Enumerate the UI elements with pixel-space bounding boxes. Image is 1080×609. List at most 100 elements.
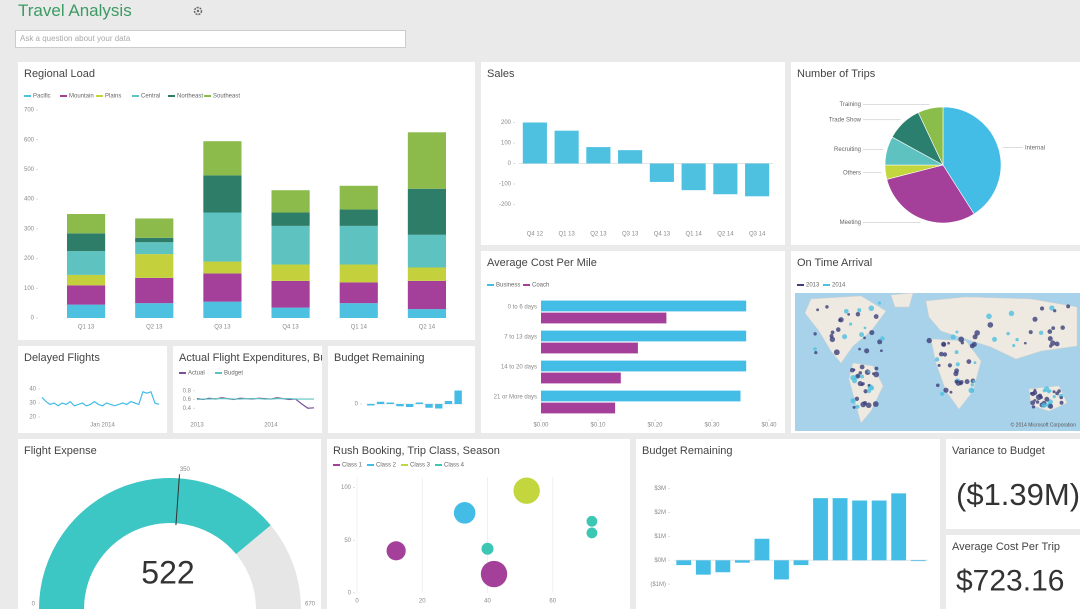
- y-tick-label: -200: [499, 202, 512, 208]
- y-tick-label: 100: [341, 485, 352, 491]
- bar: [695, 560, 711, 575]
- map-dot: [829, 333, 834, 338]
- tile[interactable]: Delayed Flights 20 30 40 Jan 2014: [18, 346, 167, 433]
- bar-segment: [135, 218, 174, 238]
- x-tick-label: Q1 13: [78, 325, 95, 331]
- bar: [376, 401, 385, 404]
- map-dot: [867, 383, 871, 387]
- settings-icon[interactable]: [192, 5, 204, 17]
- map-dot: [863, 326, 867, 330]
- bar: [676, 560, 692, 566]
- x-tick-label: Q2 14: [717, 232, 734, 238]
- dashboard-title: Travel Analysis: [18, 1, 132, 20]
- bar: [871, 500, 887, 561]
- tile-title: Flight Expense: [24, 445, 97, 457]
- line: [41, 391, 160, 407]
- map-dot: [1030, 400, 1036, 406]
- map-dot: [830, 330, 835, 335]
- legend-label: Northeast: [177, 94, 203, 100]
- bar: [522, 122, 547, 164]
- map-dot: [835, 327, 841, 332]
- map-dot: [959, 379, 964, 385]
- tile[interactable]: Flight Expense 350 0 670 522: [18, 439, 321, 609]
- card-value: ($1.39M): [956, 477, 1080, 512]
- bar: [386, 402, 394, 404]
- bubble: [481, 542, 494, 555]
- map-dot: [1012, 343, 1016, 348]
- bar-segment: [135, 303, 174, 318]
- map-dot: [947, 341, 950, 345]
- map-dot: [1039, 306, 1045, 311]
- tile[interactable]: Average Cost Per Mile Business Coach $0.00 $…: [481, 251, 785, 433]
- tile-title: Variance to Budget: [952, 445, 1045, 457]
- gauge-target: [175, 474, 180, 526]
- map-dot: [955, 362, 960, 367]
- map-dot: [950, 334, 956, 340]
- map-dot: [966, 359, 972, 364]
- bar: [415, 402, 424, 404]
- tile-title: Number of Trips: [797, 68, 876, 80]
- legend-swatch: [60, 95, 67, 97]
- tile[interactable]: Sales -200 -100 0 100 200 Q4 12 Q1 13 Q2 13 Q3 13…: [481, 62, 785, 245]
- map-land: [890, 292, 914, 308]
- tile[interactable]: Rush Booking, Trip Class, Season Class 1 C…: [327, 439, 630, 609]
- tile[interactable]: Number of Trips Internal Meeting Others Recr…: [791, 62, 1080, 245]
- y-tick-label: -100: [499, 182, 512, 188]
- bar: [813, 498, 828, 561]
- map-dot: [865, 402, 872, 409]
- slice-label: Meeting: [840, 220, 861, 226]
- map-dot: [974, 330, 980, 336]
- map-dot: [833, 349, 840, 356]
- tile[interactable]: Variance to Budget ($1.39M): [946, 439, 1080, 529]
- bubble: [586, 515, 598, 527]
- map-dot: [1053, 309, 1057, 313]
- bar-segment: [271, 225, 310, 265]
- legend-label: Class 2: [376, 463, 397, 469]
- map-attribution: © 2014 Microsoft Corporation: [1011, 421, 1077, 428]
- map-dot: [1050, 340, 1056, 346]
- legend-swatch: [132, 95, 139, 97]
- tile-canvas: Budget Remaining 0: [334, 352, 463, 409]
- map-dot: [943, 387, 949, 393]
- map-dot: [934, 357, 940, 362]
- tile-title: On Time Arrival: [797, 257, 872, 269]
- map-dot: [970, 388, 974, 392]
- map-dot: [829, 336, 836, 343]
- map-dot: [872, 401, 879, 407]
- tile-canvas: Average Cost Per Mile Business Coach $0.00 $…: [487, 257, 777, 429]
- map-dot: [1059, 400, 1064, 405]
- y-tick-label: $0M: [654, 558, 666, 564]
- search-box[interactable]: Ask a question about your data: [15, 30, 406, 48]
- map-dot: [863, 389, 868, 394]
- bar: [541, 342, 638, 354]
- tile-title: Actual Flight Expenditures, Bu...: [179, 352, 322, 364]
- tile[interactable]: Regional Load Pacific Mountain Plains Centra…: [18, 62, 475, 340]
- tile-canvas: On Time Arrival 2013 2014 © 2014 Microsoft …: [795, 257, 1080, 431]
- map-dot: [937, 363, 941, 367]
- map-dot: [1066, 304, 1071, 309]
- y-tick-label: 100: [501, 141, 512, 147]
- tile[interactable]: Budget Remaining 0: [328, 346, 475, 433]
- tile[interactable]: Actual Flight Expenditures, Bu... 0.4 0.6 0…: [173, 346, 322, 433]
- y-tick-label: 14 to 20 days: [501, 364, 537, 370]
- map-dot: [855, 312, 861, 317]
- tile[interactable]: On Time Arrival 2013 2014 © 2014 Microsoft …: [791, 251, 1080, 433]
- bar: [852, 500, 868, 561]
- bar: [618, 150, 643, 164]
- gauge-max-label: 670: [305, 602, 316, 608]
- x-tick-label: Q4 13: [654, 232, 671, 238]
- tile[interactable]: Budget Remaining ($1M) $0M $1M $2M $3M: [636, 439, 940, 609]
- map-dot: [1041, 402, 1047, 408]
- legend-swatch: [401, 464, 408, 466]
- tile-title: Regional Load: [24, 68, 95, 80]
- map-dot: [847, 312, 851, 316]
- bar-segment: [407, 280, 447, 310]
- bar-segment: [339, 209, 378, 226]
- bar-segment: [339, 264, 378, 283]
- map-dot: [972, 379, 976, 384]
- map-dot: [1015, 337, 1019, 342]
- tile[interactable]: Average Cost Per Trip $723.16: [946, 535, 1080, 609]
- y-tick-label: 50: [344, 538, 351, 544]
- map-dot: [854, 396, 860, 401]
- map-dot: [813, 347, 817, 351]
